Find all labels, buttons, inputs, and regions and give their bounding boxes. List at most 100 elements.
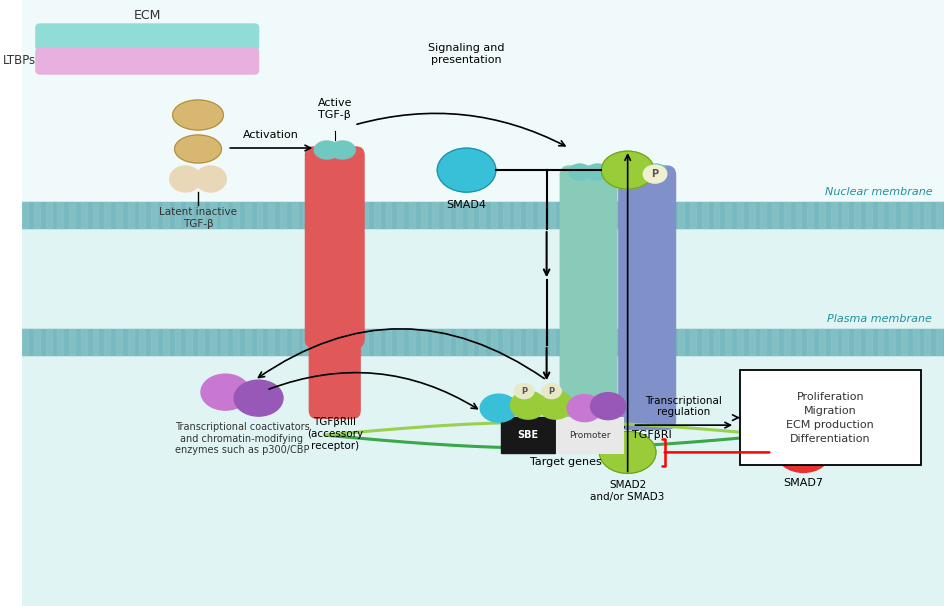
Bar bbox=[877, 330, 883, 355]
Bar bbox=[912, 330, 918, 355]
FancyBboxPatch shape bbox=[560, 336, 616, 430]
Bar bbox=[701, 202, 707, 228]
Text: Activation: Activation bbox=[243, 130, 299, 140]
Bar bbox=[350, 330, 356, 355]
Bar bbox=[221, 202, 228, 228]
Bar bbox=[666, 330, 672, 355]
Ellipse shape bbox=[598, 431, 655, 473]
Text: Nuclear membrane: Nuclear membrane bbox=[824, 187, 932, 197]
Bar bbox=[654, 202, 660, 228]
Bar bbox=[619, 330, 625, 355]
Bar bbox=[210, 330, 215, 355]
Bar bbox=[619, 202, 625, 228]
Bar bbox=[69, 202, 75, 228]
Text: SMAD4: SMAD4 bbox=[447, 200, 486, 210]
Bar bbox=[127, 202, 133, 228]
Ellipse shape bbox=[586, 164, 608, 180]
Bar bbox=[701, 330, 707, 355]
Bar bbox=[760, 202, 766, 228]
Bar bbox=[631, 330, 637, 355]
Bar bbox=[500, 417, 555, 453]
Bar bbox=[923, 202, 930, 228]
Bar bbox=[725, 330, 731, 355]
Bar bbox=[467, 330, 473, 355]
Bar bbox=[830, 202, 835, 228]
Bar bbox=[643, 330, 649, 355]
Bar bbox=[853, 330, 859, 355]
Bar bbox=[396, 330, 403, 355]
Ellipse shape bbox=[437, 148, 496, 192]
FancyBboxPatch shape bbox=[36, 24, 259, 50]
Bar bbox=[409, 202, 414, 228]
Bar bbox=[23, 330, 944, 355]
Bar bbox=[23, 202, 944, 355]
Ellipse shape bbox=[510, 391, 545, 419]
Bar bbox=[338, 330, 345, 355]
Text: TGFβRI: TGFβRI bbox=[632, 430, 671, 441]
Bar bbox=[45, 202, 52, 228]
FancyBboxPatch shape bbox=[36, 48, 259, 74]
Bar bbox=[257, 202, 262, 228]
Bar bbox=[830, 330, 835, 355]
Ellipse shape bbox=[170, 166, 201, 192]
FancyBboxPatch shape bbox=[618, 166, 675, 348]
Bar bbox=[818, 202, 824, 228]
Bar bbox=[396, 202, 403, 228]
Text: Transcriptional
regulation: Transcriptional regulation bbox=[645, 396, 721, 417]
Bar bbox=[233, 202, 239, 228]
Bar bbox=[584, 202, 590, 228]
Bar bbox=[268, 330, 274, 355]
Bar bbox=[34, 330, 40, 355]
Bar bbox=[467, 202, 473, 228]
Bar bbox=[292, 330, 297, 355]
Bar bbox=[455, 330, 462, 355]
Bar bbox=[432, 202, 438, 228]
Bar bbox=[198, 202, 204, 228]
Bar bbox=[725, 202, 731, 228]
Bar bbox=[279, 202, 286, 228]
Bar bbox=[795, 330, 801, 355]
Ellipse shape bbox=[314, 141, 339, 159]
Ellipse shape bbox=[201, 374, 249, 410]
Bar bbox=[303, 330, 309, 355]
Bar bbox=[689, 330, 696, 355]
Bar bbox=[140, 202, 145, 228]
Bar bbox=[689, 202, 696, 228]
Bar bbox=[561, 202, 566, 228]
Bar bbox=[34, 202, 40, 228]
Bar bbox=[572, 330, 579, 355]
Bar bbox=[806, 202, 813, 228]
Ellipse shape bbox=[194, 166, 227, 192]
Bar bbox=[69, 330, 75, 355]
Bar bbox=[479, 202, 484, 228]
Ellipse shape bbox=[234, 380, 282, 416]
Bar bbox=[888, 202, 894, 228]
Bar bbox=[409, 330, 414, 355]
Bar bbox=[936, 330, 941, 355]
Bar bbox=[58, 330, 63, 355]
Bar bbox=[244, 330, 250, 355]
Bar bbox=[502, 202, 508, 228]
FancyBboxPatch shape bbox=[309, 338, 360, 418]
Bar bbox=[338, 202, 345, 228]
Ellipse shape bbox=[480, 394, 516, 422]
Bar bbox=[23, 202, 944, 228]
FancyBboxPatch shape bbox=[305, 147, 363, 347]
Ellipse shape bbox=[645, 164, 666, 180]
Text: Latent inactive
TGF-β: Latent inactive TGF-β bbox=[159, 207, 237, 228]
Bar bbox=[81, 202, 87, 228]
Bar bbox=[643, 202, 649, 228]
Bar bbox=[491, 202, 497, 228]
Bar bbox=[537, 202, 543, 228]
Text: Target genes: Target genes bbox=[530, 457, 601, 467]
Bar bbox=[678, 330, 683, 355]
Bar bbox=[374, 202, 379, 228]
Ellipse shape bbox=[173, 100, 223, 130]
Ellipse shape bbox=[514, 384, 533, 399]
Bar bbox=[654, 330, 660, 355]
Bar bbox=[23, 228, 944, 606]
Bar bbox=[303, 202, 309, 228]
Text: TGFβRIII
(accessory
receptor): TGFβRIII (accessory receptor) bbox=[307, 418, 362, 451]
Text: ECM: ECM bbox=[133, 9, 160, 22]
Bar bbox=[432, 330, 438, 355]
